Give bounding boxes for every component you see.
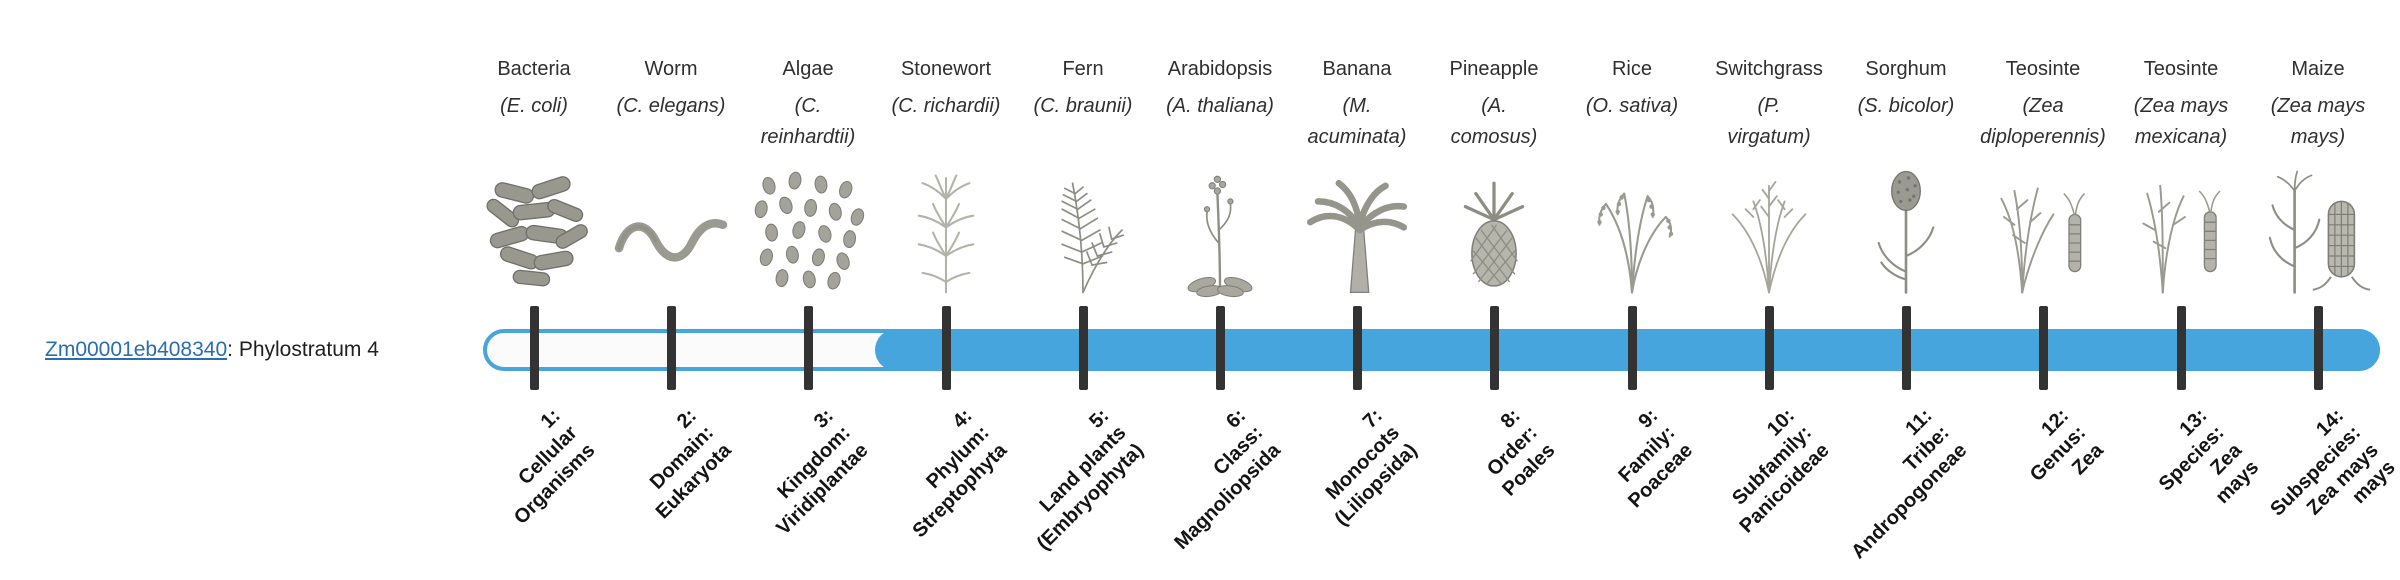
taxon-scientific-name: (Zea mays mexicana)	[2133, 95, 2229, 148]
phylostratum-label: 6: Class: Magnoliopsida	[1170, 404, 1285, 554]
taxon-scientific-name: (Zea mays mays)	[2270, 95, 2366, 148]
taxon-common-name: Algae	[782, 58, 834, 80]
phylostratum-tick	[529, 306, 539, 390]
phylostratum-tick	[1489, 306, 1499, 390]
taxon-column-algae: Algae (C. reinhardtii) 3: Kingdom: Virid…	[723, 58, 893, 558]
taxon-column-teosinte-diploperennis: Teosinte (Zea diploperennis) 12: Genus: …	[1958, 58, 2128, 558]
taxon-scientific-name: (Zea diploperennis)	[1980, 95, 2106, 148]
banana-tree-illustration	[1292, 160, 1422, 300]
taxon-common-name: Teosinte	[2005, 58, 2081, 80]
taxon-common-name: Sorghum	[1865, 58, 1947, 80]
phylostratum-tick	[1901, 306, 1911, 390]
phylostratum-tick	[1215, 306, 1225, 390]
rice-illustration	[1567, 160, 1697, 300]
phylostratum-label: 8: Order: Poales	[1482, 404, 1559, 501]
phylostratum-tick	[2313, 306, 2323, 390]
taxon-column-arabidopsis: Arabidopsis (A. thaliana) 6: Class: Magn…	[1135, 58, 1305, 558]
taxon-common-name: Teosinte	[2143, 58, 2219, 80]
taxon-common-name: Rice	[1611, 58, 1652, 80]
phylostratum-tick	[1627, 306, 1637, 390]
taxon-column-pineapple: Pineapple (A. comosus) 8: Order: Poales	[1409, 58, 1579, 558]
taxon-column-fern: Fern (C. braunii) 5: Land plants (Embryo…	[998, 58, 1168, 558]
taxon-column-maize: Maize (Zea mays mays) 14: Subspecies: Ze…	[2233, 58, 2400, 558]
taxon-column-stonewort: Stonewort (C. richardii) 4: Phylum: Stre…	[861, 58, 1031, 558]
taxon-common-name: Pineapple	[1449, 58, 1539, 80]
phylostratum-label: 11: Tribe: Andropogoneae	[1846, 404, 1971, 564]
taxon-column-teosinte-mexicana: Teosinte (Zea mays mexicana) 13: Species…	[2096, 58, 2266, 558]
algae-illustration	[743, 160, 873, 300]
taxon-common-name: Stonewort	[900, 58, 992, 80]
phylostratum-tick	[2176, 306, 2186, 390]
phylostratum-tick	[941, 306, 951, 390]
taxon-common-name: Banana	[1322, 58, 1392, 80]
taxon-scientific-name: (P. virgatum)	[1727, 95, 1811, 148]
phylostratum-tick	[1352, 306, 1362, 390]
taxon-common-name: Fern	[1062, 58, 1104, 80]
bacteria-illustration	[469, 160, 599, 300]
phylostratum-tick	[666, 306, 676, 390]
taxon-column-bacteria: Bacteria (E. coli) 1: Cellular Organisms	[449, 58, 619, 558]
gene-id-link[interactable]: Zm00001eb408340	[45, 338, 228, 361]
taxon-scientific-name: (C. richardii)	[891, 95, 1001, 117]
taxon-scientific-name: (S. bicolor)	[1857, 95, 1955, 117]
taxon-scientific-name: (C. braunii)	[1033, 95, 1133, 117]
phylostratum-tick	[1078, 306, 1088, 390]
phylostratum-label: 5: Land plants (Embryophyta)	[1032, 404, 1148, 555]
phylostratum-tick	[803, 306, 813, 390]
phylostratum-label: 3: Kingdom: Viridiplantae	[772, 404, 873, 540]
taxon-common-name: Worm	[644, 58, 698, 80]
phylostratum-tick	[1764, 306, 1774, 390]
taxon-scientific-name: (E. coli)	[500, 95, 568, 117]
maize-illustration	[2253, 160, 2383, 300]
gene-label-row: Zm00001eb408340: Phylostratum 4	[45, 338, 379, 362]
taxon-scientific-name: (O. sativa)	[1585, 95, 1679, 117]
taxon-scientific-name: (A. comosus)	[1450, 95, 1538, 148]
taxon-column-rice: Rice (O. sativa) 9: Family: Poaceae	[1547, 58, 1717, 558]
taxon-common-name: Arabidopsis	[1167, 58, 1273, 80]
taxon-column-switchgrass: Switchgrass (P. virgatum) 10: Subfamily:…	[1684, 58, 1854, 558]
taxon-scientific-name: (C. reinhardtii)	[760, 95, 856, 148]
sorghum-illustration	[1841, 160, 1971, 300]
phylostratum-label: 7: Monocots (Liliopsida)	[1322, 404, 1422, 531]
arabidopsis-illustration	[1155, 160, 1285, 300]
worm-illustration	[606, 160, 736, 300]
taxon-scientific-name: (M. acuminata)	[1307, 95, 1407, 148]
taxon-scientific-name: (C. elegans)	[616, 95, 726, 117]
phylostratum-tick	[2038, 306, 2048, 390]
taxon-column-banana: Banana (M. acuminata) 7: Monocots (Lilio…	[1272, 58, 1442, 558]
taxon-column-sorghum: Sorghum (S. bicolor) 11: Tribe: Andropog…	[1821, 58, 1991, 563]
taxon-common-name: Switchgrass	[1715, 58, 1823, 80]
taxon-scientific-name: (A. thaliana)	[1166, 95, 1274, 117]
taxon-common-name: Bacteria	[497, 58, 571, 80]
teosinte-illustration	[2116, 160, 2246, 300]
pineapple-illustration	[1429, 160, 1559, 300]
taxon-column-worm: Worm (C. elegans) 2: Domain: Eukaryota	[586, 58, 756, 558]
phylostratum-label: 1: Cellular Organisms	[509, 404, 599, 529]
phylostratum-label: 9: Family: Poaceae	[1614, 404, 1697, 513]
switchgrass-illustration	[1704, 160, 1834, 300]
phylostratum-label: 14: Subspecies: Zea mays mays	[2266, 404, 2400, 521]
phylostratum-label: 2: Domain: Eukaryota	[646, 404, 736, 524]
fern-illustration	[1018, 160, 1148, 300]
gene-phylostratum-text: : Phylostratum 4	[227, 338, 379, 361]
phylostratum-label: 10: Subfamily: Panicoideae	[1728, 404, 1834, 538]
taxon-common-name: Maize	[2291, 58, 2345, 80]
teosinte-illustration	[1978, 160, 2108, 300]
stonewort-illustration	[881, 160, 1011, 300]
phylostratum-label: 12: Genus: Zea	[2026, 404, 2108, 487]
phylostratum-label: 4: Phylum: Streptophyta	[907, 404, 1011, 542]
